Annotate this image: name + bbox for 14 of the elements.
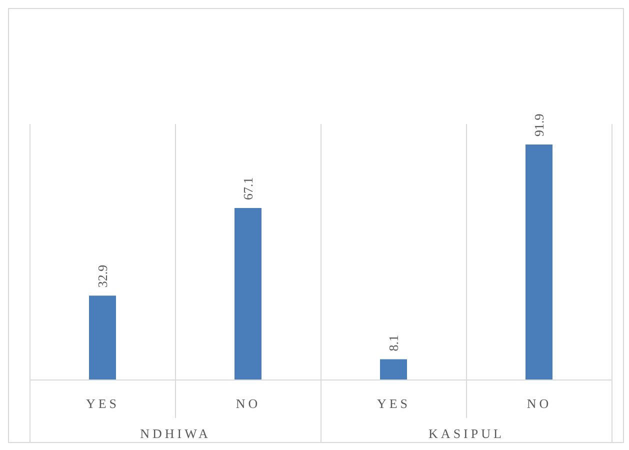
- text: KASIPUL: [428, 426, 504, 441]
- bar: [526, 144, 552, 380]
- bar: [380, 359, 407, 380]
- data-label: 8.1: [386, 334, 401, 352]
- text: NDHIWA: [140, 426, 211, 441]
- x-tick-label: YES: [376, 396, 411, 411]
- bar: [89, 296, 116, 380]
- x-tick-label: YES: [86, 396, 120, 411]
- bar: [234, 208, 262, 380]
- data-label: 67.1: [240, 177, 256, 200]
- data-label: 91.9: [532, 114, 546, 136]
- x-tick-label: NO: [526, 396, 552, 411]
- x-tick-label: NO: [236, 396, 261, 411]
- data-label: 32.9: [95, 264, 110, 288]
